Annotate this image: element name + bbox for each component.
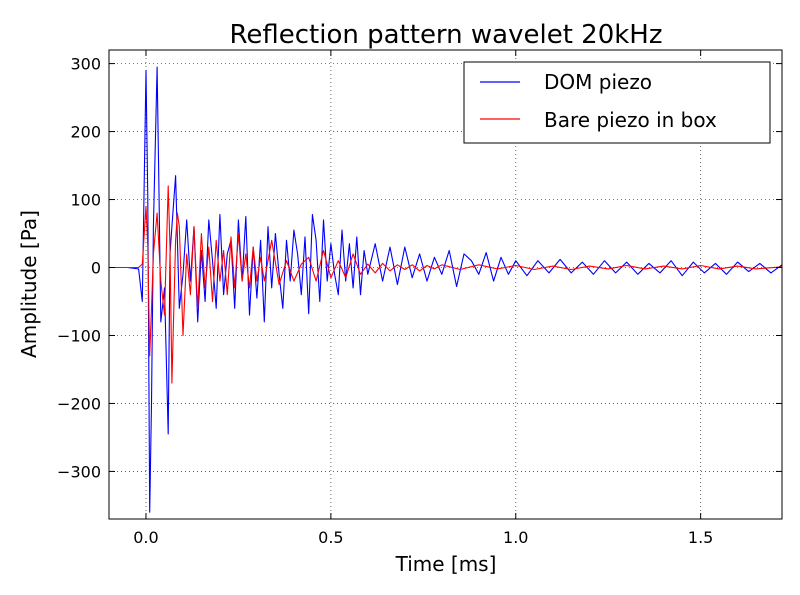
x-axis-label: Time [ms] (395, 552, 497, 576)
y-tick-label: 200 (70, 123, 101, 142)
y-tick-label: −100 (57, 326, 101, 345)
legend-label-bare-piezo: Bare piezo in box (544, 108, 717, 132)
series-line-bare-piezo (109, 185, 782, 384)
plot-frame (108, 49, 783, 520)
ticks: 0.0 0.5 1.0 1.5 300 200 100 0 −100 −200 −300 (57, 50, 782, 547)
x-tick-label: 0.0 (133, 528, 158, 547)
y-tick-label: 0 (91, 259, 101, 278)
series-layer (109, 66, 782, 513)
legend-box (463, 61, 771, 144)
x-tick-label: 1.0 (503, 528, 528, 547)
x-tick-label: 1.5 (688, 528, 713, 547)
legend-label-dom-piezo: DOM piezo (544, 70, 652, 94)
y-tick-label: −200 (57, 394, 101, 413)
y-tick-label: −300 (57, 462, 101, 481)
x-tick-label: 0.5 (318, 528, 343, 547)
legend: DOM piezo Bare piezo in box (463, 61, 771, 144)
y-axis-label: Amplitude [Pa] (17, 210, 41, 358)
chart-title: Reflection pattern wavelet 20kHz (229, 20, 662, 50)
y-tick-label: 300 (70, 55, 101, 74)
y-tick-label: 100 (70, 191, 101, 210)
